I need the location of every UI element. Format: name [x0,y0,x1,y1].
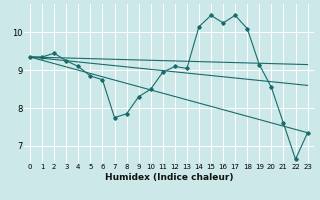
X-axis label: Humidex (Indice chaleur): Humidex (Indice chaleur) [105,173,233,182]
